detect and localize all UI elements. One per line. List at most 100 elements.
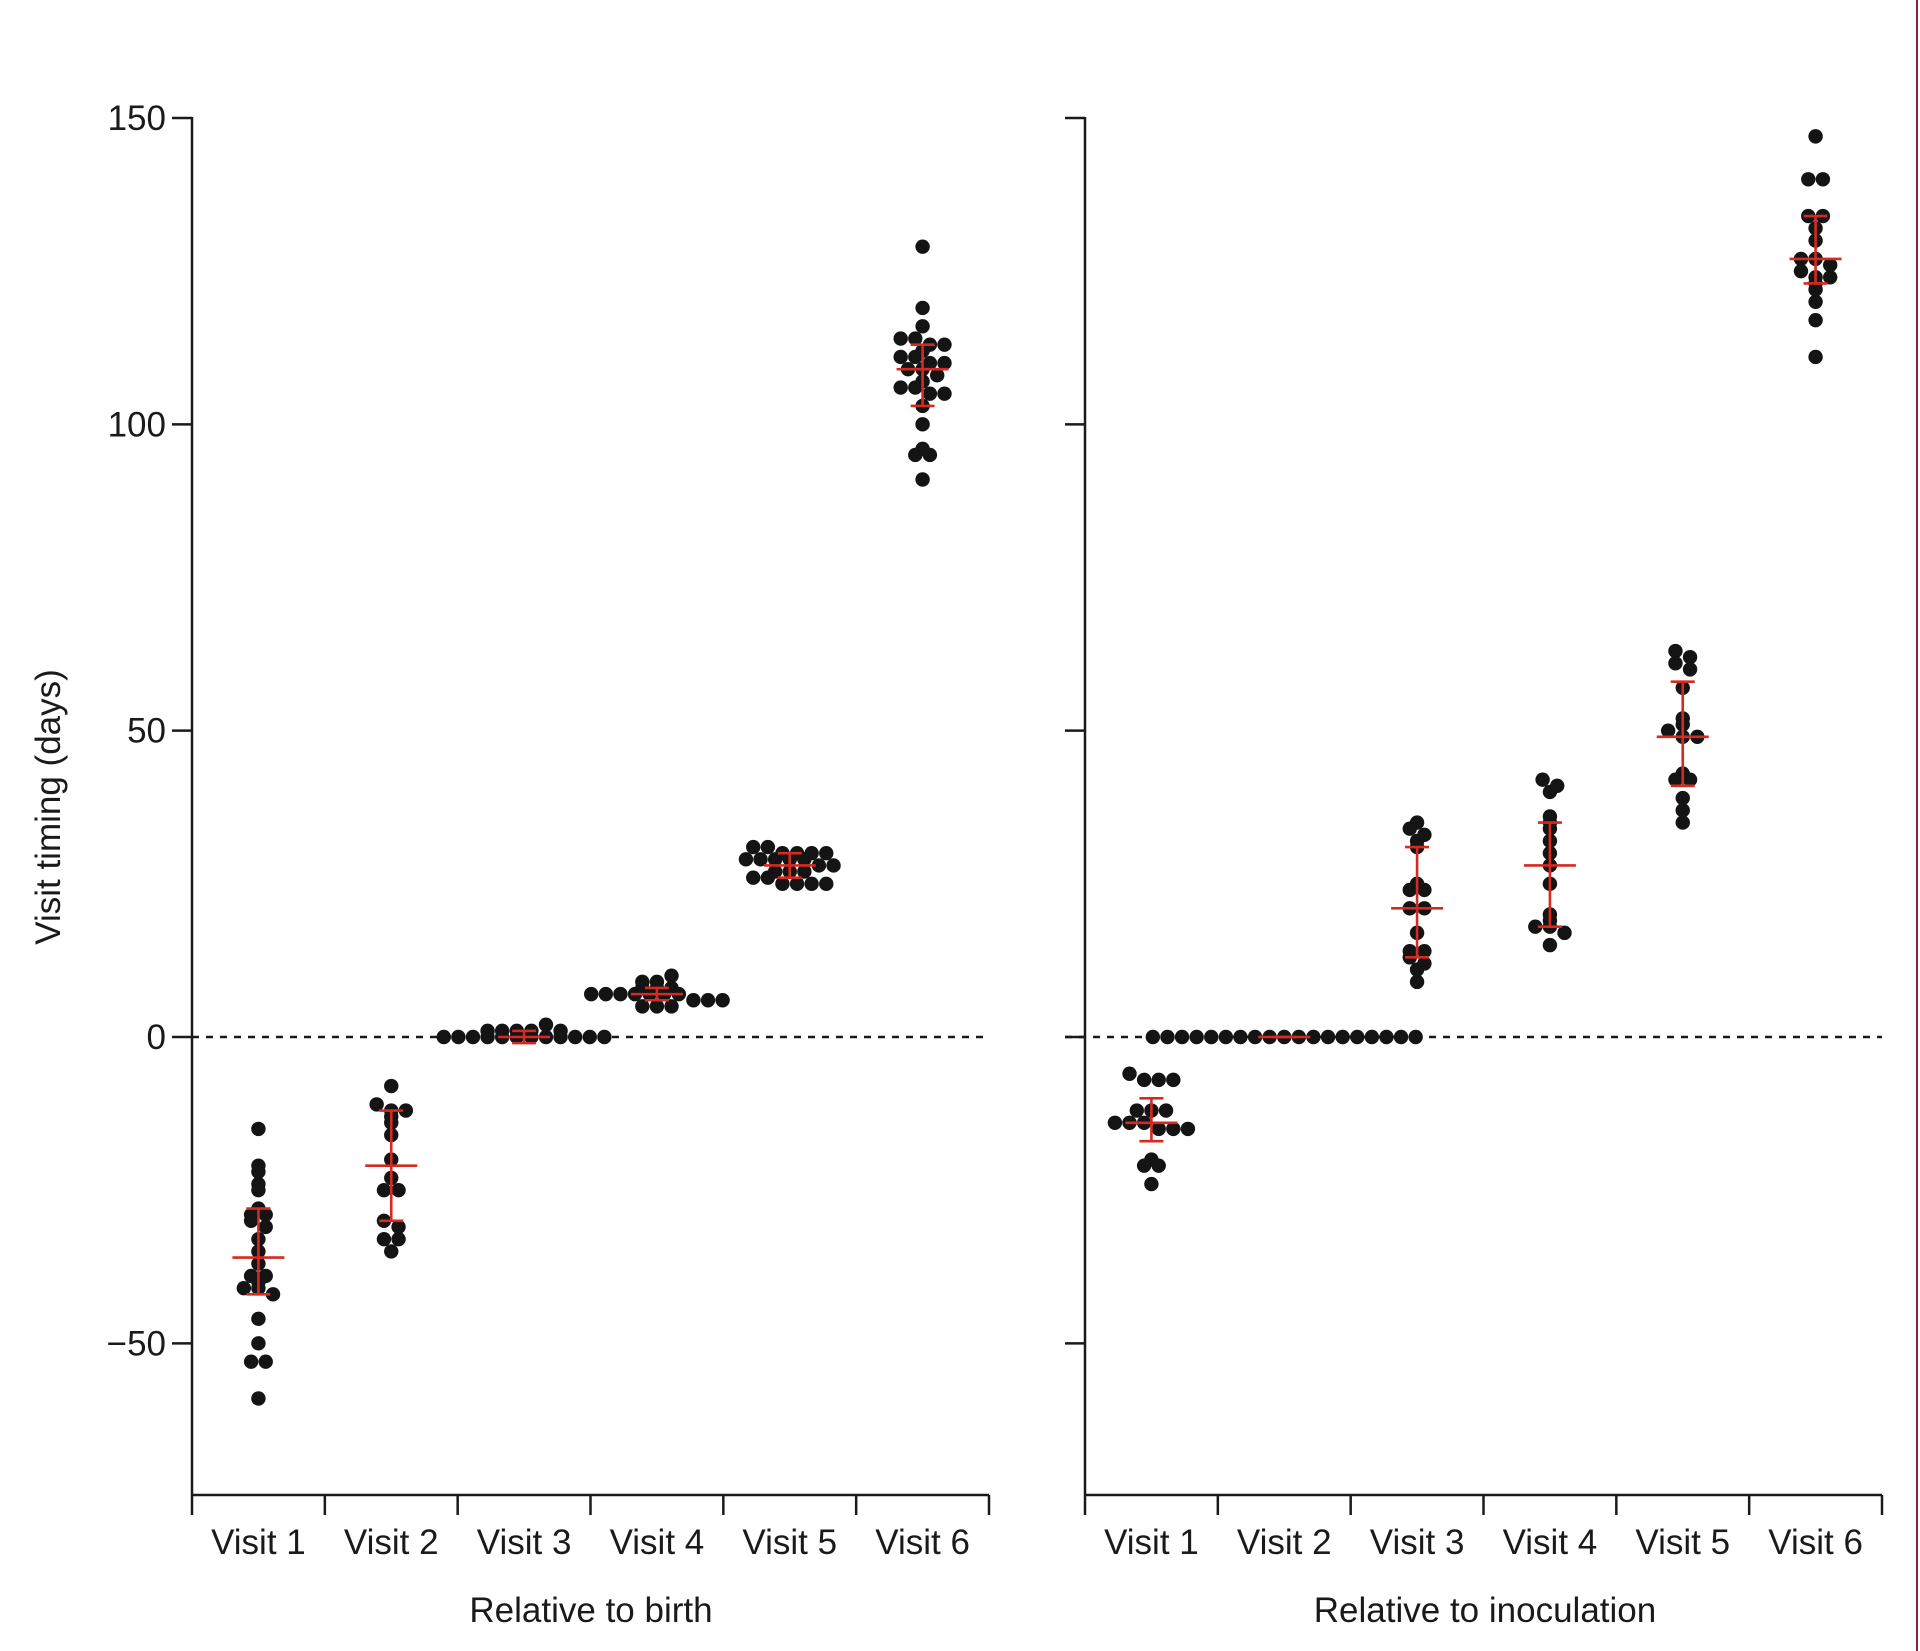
panel-1-data-point [597,1029,612,1045]
y-tick-label: 150 [108,99,166,138]
panel-1-data-point [236,1280,252,1296]
panel-2-data-point [1801,172,1816,187]
panel-2-data-point [1306,1029,1321,1045]
panel-1-data-point [451,1029,466,1045]
panel-1-data-point [893,349,908,365]
panel-2-data-point [1160,1029,1175,1045]
panel-2-data-point [1180,1121,1196,1137]
panel-1-data-point [251,1182,266,1198]
panel-2-data-point [1136,1158,1152,1173]
panel-2-data-point [1218,1029,1234,1045]
y-tick-label: 50 [127,712,166,751]
panel-1-data-point [908,331,923,346]
panel-2-data-point [1682,662,1698,677]
panel-1-data-point [584,986,599,1002]
panel-1-data-point [251,1391,266,1406]
axes-layer: 150 100 50 0 −50 Visit 1 Visit 2 Visit 3 Visit 4… [107,99,1884,1562]
panel-2-data-point [1158,1103,1174,1118]
panel-1-data-point [635,974,650,990]
panel-2-data-point [1793,263,1809,279]
panel-1-data-point [664,980,679,996]
panel-2-data-point [1535,772,1550,787]
panel-1-data-point [893,380,908,395]
panel-1-data-point [893,331,908,346]
panel-1-x-tick-label: Visit 6 [875,1523,970,1562]
panel-2-data-point [1675,815,1690,830]
panel-1-data-point [767,864,783,879]
panel-2-data-point [1550,778,1565,794]
panel-1-data-point [251,1164,266,1179]
panel-2-data-point [1402,944,1417,959]
panel-1-data-point [635,999,650,1014]
panel-1-data-point [398,1103,414,1118]
panel-2-data-point [1408,1029,1423,1045]
panel-1-data-point [251,1311,266,1327]
y-tick-label: 100 [108,405,166,444]
panel-2-data-point [1542,937,1558,953]
panel-1-data-point [797,864,812,879]
panel-2-data-point [1136,1072,1152,1088]
y-tick-label: 0 [147,1018,166,1057]
panel-1-data-point [804,846,819,861]
panel-1-data-point [826,858,841,873]
panel-1-data-point [915,239,930,254]
panel-2-data-point [1189,1029,1204,1045]
panel-1-data-point [753,852,768,867]
panel-1-data-point [811,858,827,873]
panel-1-data-point [258,1207,273,1222]
panel-2-data-point [1675,790,1690,806]
marks-layer [232,129,1842,1406]
panel-1-data-point [775,876,790,892]
panel-2-data-point [1660,723,1676,738]
panel-2-x-tick-label: Visit 1 [1104,1523,1199,1562]
panel-2-data-point [1417,944,1432,959]
panel-1-data-point [915,441,930,457]
panel-1-x-tick-label: Visit 1 [211,1523,306,1562]
panel-1-data-point [715,993,730,1008]
panel-2-data-point [1145,1029,1161,1045]
panel-1-data-point [649,999,665,1014]
panel-2-data-point [1151,1158,1166,1173]
panel-1-data-point [664,968,679,983]
panel-2-x-axis-title: Relative to inoculation [1314,1591,1656,1630]
panel-1-data-point [376,1231,392,1247]
panel-2-data-point [1320,1029,1336,1045]
panel-2-data-point [1166,1121,1181,1137]
panel-1-data-point [582,1029,597,1045]
panel-1-data-point [243,1213,259,1229]
panel-1-data-point [915,300,930,316]
panel-2-data-point [1335,1029,1350,1045]
panel-1-data-point [265,1287,281,1302]
panel-1-data-point [598,986,614,1002]
panel-2-data-point [1409,815,1425,830]
panel-1-x-axis-title: Relative to birth [469,1591,712,1630]
panel-1-x-tick-label: Visit 3 [477,1523,572,1562]
panel-2-data-point [1409,974,1425,990]
panel-1-data-point [915,319,930,334]
panel-2-data-point [1379,1029,1394,1045]
panel-1-data-point [789,876,805,892]
panel-2-data-point [1144,1176,1159,1192]
panel-2-x-tick-label: Visit 6 [1768,1523,1863,1562]
panel-2-data-point [1417,956,1432,971]
panel-1-data-point [819,876,834,892]
panel-1-data-point [384,1244,399,1259]
panel-1-data-point [937,355,952,371]
panel-1-data-point [738,852,754,867]
panel-1-data-point [700,993,716,1008]
panel-1-x-tick-label: Visit 5 [742,1523,837,1562]
panel-2-data-point [1247,1029,1263,1045]
panel-2-data-point [1668,656,1683,671]
panel-1-data-point [915,472,930,487]
panel-2-data-point [1808,129,1823,144]
panel-1-data-point [746,839,761,855]
panel-2-data-point [1393,1029,1409,1045]
panel-1-data-point [465,1029,481,1045]
panel-2-data-point [1174,1029,1190,1045]
panel-2-x-tick-label: Visit 3 [1370,1523,1465,1562]
panel-1-data-point [251,1336,266,1351]
panel-2-data-point [1822,257,1838,273]
panel-1-data-point [391,1231,406,1247]
panel-2-data-point [1107,1115,1123,1130]
